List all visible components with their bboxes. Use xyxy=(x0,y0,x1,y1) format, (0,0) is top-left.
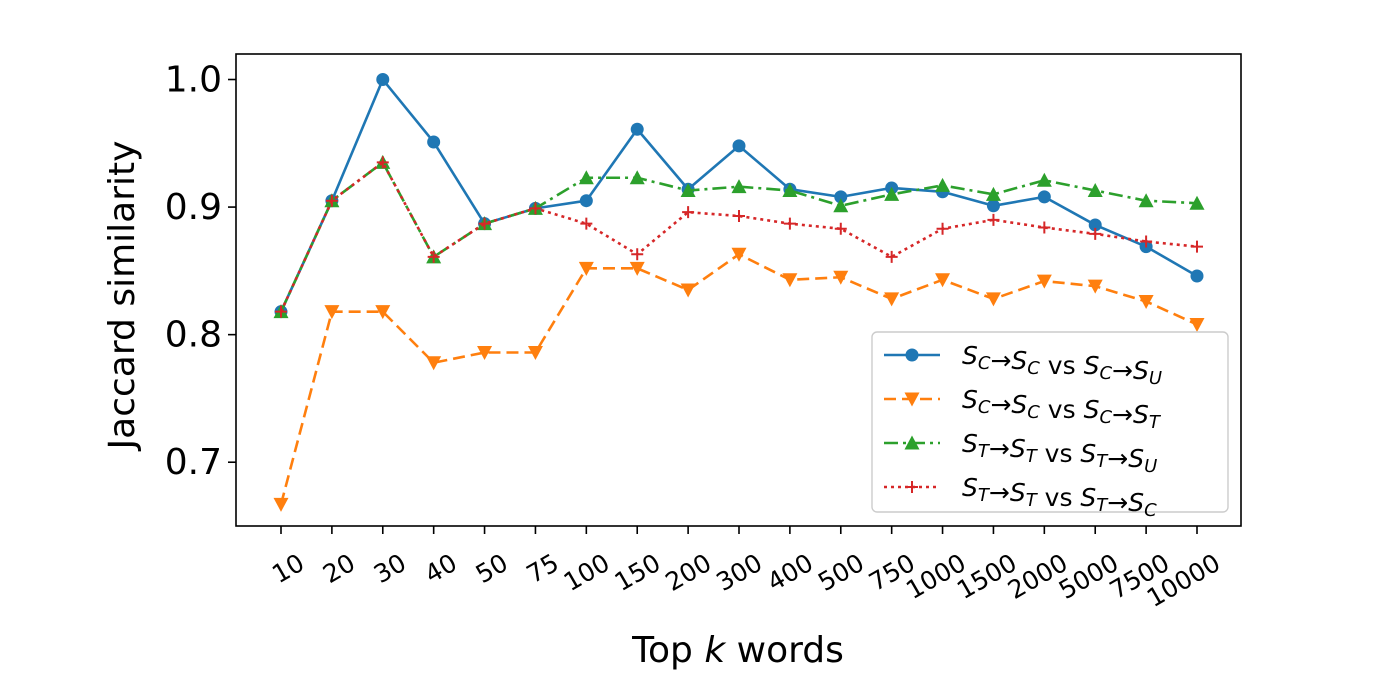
data-point xyxy=(987,213,1000,226)
data-point xyxy=(324,305,340,320)
data-point xyxy=(1191,240,1203,253)
x-axis-title: Top k words xyxy=(631,630,844,671)
data-point xyxy=(427,250,440,263)
data-point xyxy=(884,186,900,201)
x-tick-label: 30 xyxy=(369,548,411,589)
data-point xyxy=(1088,218,1102,232)
y-tick-label: 1.0 xyxy=(165,60,222,101)
data-point xyxy=(985,186,1001,201)
x-tick-label: 50 xyxy=(471,548,513,589)
data-point xyxy=(833,198,849,213)
legend-label: ST→ST vs ST→SC xyxy=(962,473,1157,521)
y-tick-label: 0.9 xyxy=(165,187,222,228)
data-point xyxy=(782,182,798,197)
legend-marker xyxy=(905,348,919,362)
legend-label: SC→SC vs SC→ST xyxy=(962,385,1162,433)
y-tick-label: 0.7 xyxy=(165,442,222,483)
data-point xyxy=(376,73,390,87)
data-point xyxy=(680,283,696,298)
data-point xyxy=(1189,195,1205,210)
y-axis-title: Jaccard similarity xyxy=(102,141,143,452)
data-point xyxy=(578,261,594,276)
x-tick-label: 20 xyxy=(318,548,360,589)
data-point xyxy=(529,202,542,215)
data-point xyxy=(629,170,645,185)
y-axis: 0.7 0.8 0.9 1.0 xyxy=(165,60,236,483)
data-point xyxy=(631,248,644,261)
series-3 xyxy=(273,154,1205,319)
x-tick-label: 500 xyxy=(813,548,869,597)
data-point xyxy=(629,261,645,276)
legend-marker xyxy=(904,435,920,450)
x-tick-label: 300 xyxy=(711,548,767,597)
data-point xyxy=(680,182,696,197)
data-point xyxy=(833,270,849,285)
legend-label: SC→SC vs SC→SU xyxy=(962,341,1162,389)
data-point xyxy=(935,177,951,192)
data-point xyxy=(1190,269,1204,283)
data-point xyxy=(275,305,287,318)
data-point xyxy=(782,273,798,288)
x-tick-label: 400 xyxy=(762,548,818,597)
x-tick-label: 10 xyxy=(267,548,309,589)
legend-label: ST→ST vs ST→SU xyxy=(962,429,1157,477)
data-point xyxy=(273,497,289,512)
data-point xyxy=(527,346,543,361)
data-point xyxy=(935,273,951,288)
data-point xyxy=(426,356,442,371)
data-point xyxy=(1087,279,1103,294)
data-point xyxy=(376,156,389,169)
series-line xyxy=(279,78,1198,313)
x-tick-label: 100 xyxy=(559,548,615,597)
data-point xyxy=(477,346,493,361)
plot-area xyxy=(273,73,1205,512)
data-point xyxy=(783,217,796,230)
data-point xyxy=(1038,221,1051,234)
data-point xyxy=(985,292,1001,307)
data-point xyxy=(1036,274,1052,289)
data-point xyxy=(1138,193,1154,208)
x-tick-label: 150 xyxy=(610,548,666,597)
data-point xyxy=(1087,182,1103,197)
legend-marker xyxy=(904,392,920,407)
data-point xyxy=(682,206,695,219)
data-point xyxy=(580,217,593,230)
data-point xyxy=(986,199,1000,213)
x-axis: 10 20 30 40 50 751001502003004005007501000150… xyxy=(267,526,1225,613)
data-point xyxy=(579,194,593,208)
series-1 xyxy=(274,73,1204,319)
data-point xyxy=(427,135,441,149)
data-point xyxy=(733,210,745,223)
data-point xyxy=(1037,190,1051,204)
x-tick-label: 40 xyxy=(420,548,462,589)
data-point xyxy=(1189,317,1205,332)
data-point xyxy=(885,250,898,263)
data-point xyxy=(325,194,338,207)
data-point xyxy=(578,170,594,185)
data-point xyxy=(834,222,847,235)
data-point xyxy=(936,222,949,235)
data-point xyxy=(375,305,391,320)
data-point xyxy=(1036,172,1052,187)
legend-box xyxy=(871,331,1229,513)
series-4 xyxy=(275,156,1203,318)
y-tick-label: 0.8 xyxy=(165,315,222,356)
legend-marker xyxy=(906,481,918,493)
data-point xyxy=(732,139,746,153)
data-point xyxy=(630,122,644,136)
axes-frame xyxy=(235,53,1242,527)
series-2 xyxy=(273,247,1205,512)
data-point xyxy=(884,292,900,307)
x-tick-label: 200 xyxy=(660,548,716,597)
data-point xyxy=(731,179,747,194)
x-tick-label: 75 xyxy=(522,548,564,589)
data-point xyxy=(1140,235,1153,248)
data-point xyxy=(731,247,747,262)
data-point xyxy=(834,190,848,204)
data-point xyxy=(478,217,491,230)
data-point xyxy=(1138,294,1154,309)
data-point xyxy=(1089,227,1102,240)
